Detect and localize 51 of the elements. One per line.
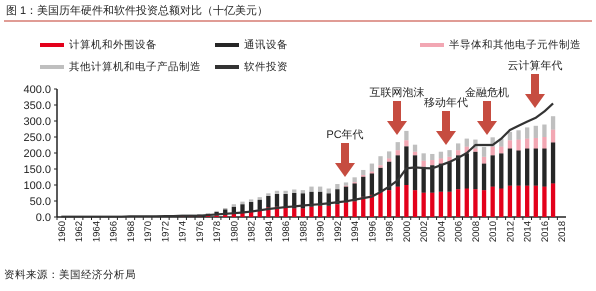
x-tick-label: 1998 xyxy=(384,221,396,242)
x-tick-label: 1996 xyxy=(367,221,378,242)
y-tick-label: 300.0 xyxy=(23,116,51,128)
y-tick-label: 200.0 xyxy=(23,148,51,160)
annotation: 互联网泡沫 xyxy=(370,86,424,99)
x-tick-label: 2018 xyxy=(557,221,568,242)
x-tick-label: 2002 xyxy=(419,221,430,242)
annotation: PC年代 xyxy=(326,129,364,141)
x-tick-label: 1994 xyxy=(350,221,362,242)
y-tick-label: 150.0 xyxy=(23,164,51,176)
x-tick-label: 2010 xyxy=(488,221,500,242)
x-tick-label: 1974 xyxy=(178,221,189,242)
x-tick-label: 1980 xyxy=(229,221,240,242)
y-tick-label: 400.0 xyxy=(23,84,51,96)
legend-label: 软件投资 xyxy=(244,61,288,73)
x-tick-label: 1966 xyxy=(108,221,120,242)
text: 云计算年代 xyxy=(508,59,562,72)
text: 资料来源：美国经济分析局 xyxy=(4,268,136,281)
x-tick-label: 1970 xyxy=(143,221,154,242)
x-tick-label: 2000 xyxy=(402,221,413,242)
x-tick-label: 1978 xyxy=(212,221,224,242)
x-tick-label: 2008 xyxy=(470,221,482,242)
y-tick-label: 0.0 xyxy=(36,212,51,224)
annotation: 移动年代 xyxy=(424,97,468,109)
x-tick-label: 1982 xyxy=(246,221,258,242)
x-tick-label: 1964 xyxy=(91,221,102,242)
x-tick-label: 1976 xyxy=(194,221,206,242)
y-tick-label: 50.0 xyxy=(30,196,51,208)
x-tick-label: 1988 xyxy=(298,221,310,242)
x-tick-label: 2014 xyxy=(522,221,534,242)
legend-label: 其他计算机和电子产品制造 xyxy=(69,60,201,73)
y-tick-label: 250.0 xyxy=(23,132,51,144)
x-tick-label: 1984 xyxy=(264,221,275,242)
y-tick-label: 350.0 xyxy=(23,100,51,112)
x-tick-label: 2012 xyxy=(505,221,516,242)
x-tick-label: 2004 xyxy=(436,221,448,242)
annotation: 金融危机 xyxy=(465,87,509,99)
legend-label: 半导体和其他电子元件制造 xyxy=(449,38,581,51)
x-tick-label: 1972 xyxy=(160,221,172,242)
x-tick-label: 2006 xyxy=(454,221,465,242)
x-tick-label: 1990 xyxy=(316,221,327,242)
legend-label: 计算机和外围设备 xyxy=(69,38,157,51)
x-tick-label: 1960 xyxy=(56,221,68,242)
x-tick-label: 2016 xyxy=(540,221,551,242)
x-tick-label: 1992 xyxy=(332,221,344,242)
x-tick-label: 1968 xyxy=(126,221,137,242)
legend-label: 通讯设备 xyxy=(244,38,288,51)
chart-title: 图 1：美国历年硬件和软件投资总额对比（十亿美元） xyxy=(6,4,268,17)
x-tick-label: 1962 xyxy=(74,221,86,242)
x-tick-label: 1986 xyxy=(281,221,292,242)
y-tick-label: 100.0 xyxy=(23,180,51,192)
